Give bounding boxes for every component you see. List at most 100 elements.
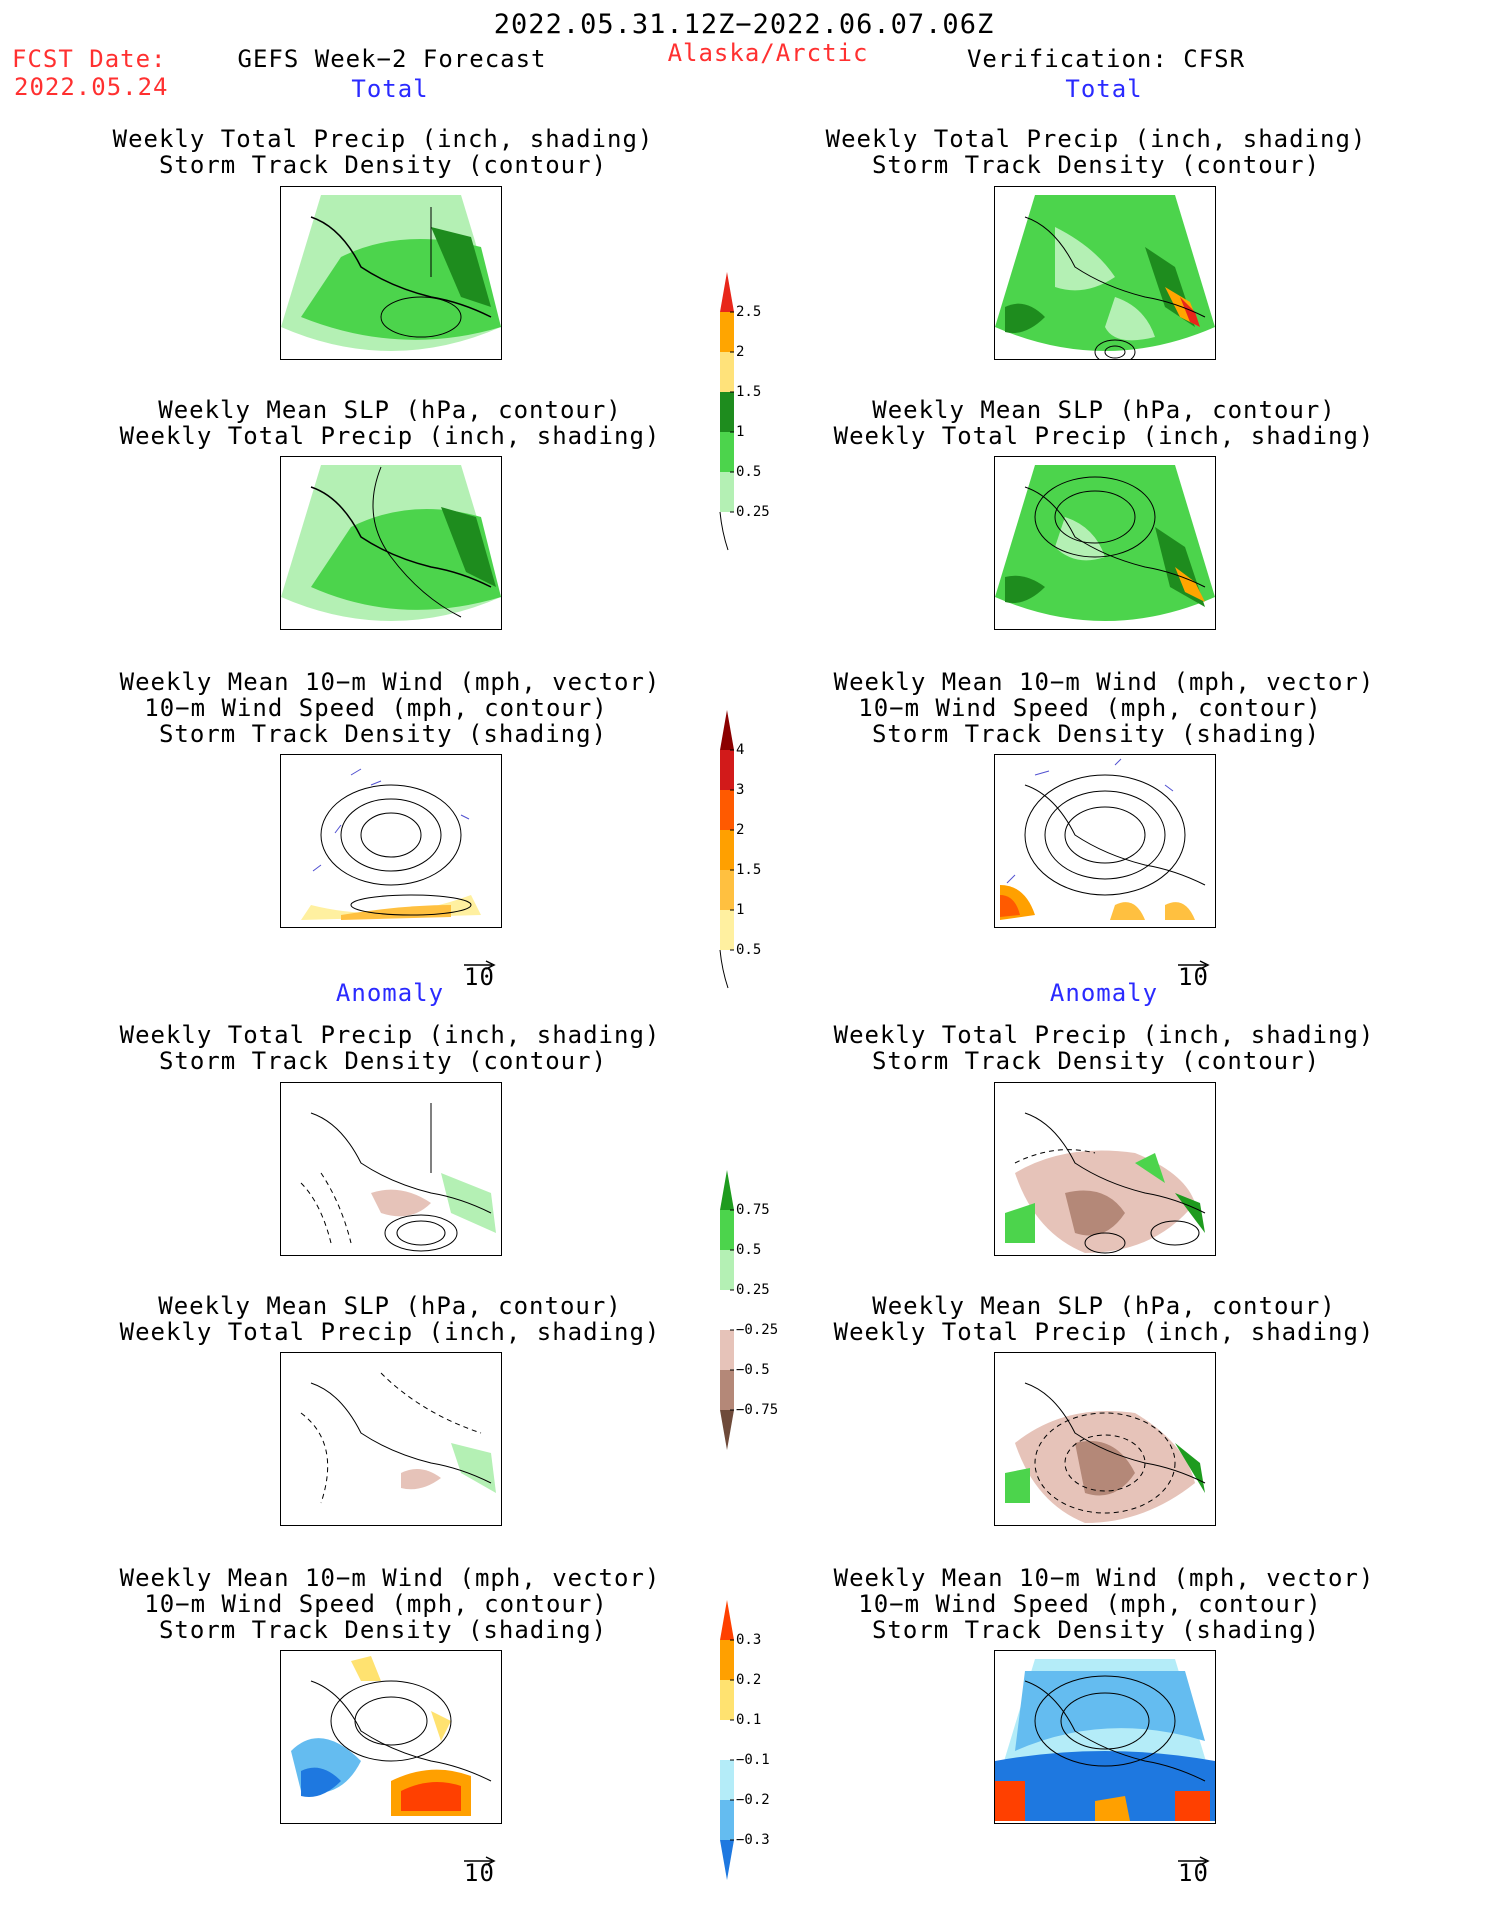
map-fcst-total-slp-precip bbox=[280, 456, 502, 630]
map-obs-anom-slp-precip bbox=[994, 1352, 1216, 1526]
colorbar-track-total: 4 3 2 1.5 1 0.5 bbox=[719, 710, 761, 989]
colorbar-precip-total: 2.5 2 1.5 1 0.5 0.25 bbox=[719, 272, 770, 551]
panel-title-line: 10−m Wind Speed (mph, contour) bbox=[144, 694, 608, 722]
map-obs-anom-wind-track bbox=[994, 1650, 1216, 1824]
map-fcst-total-wind-track bbox=[280, 754, 502, 928]
section-total-right: Total bbox=[1065, 75, 1143, 103]
section-anomaly-left: Anomaly bbox=[335, 979, 445, 1007]
panel-title-line: Weekly Total Precip (inch, shading) bbox=[833, 1021, 1375, 1049]
map-fcst-anom-slp-precip bbox=[280, 1352, 502, 1526]
colorbar-swatch bbox=[720, 432, 734, 472]
colorbar-label: 1.5 bbox=[736, 384, 761, 400]
panel-title-line: Weekly Total Precip (inch, shading) bbox=[119, 422, 661, 450]
panel-title-line: Weekly Mean SLP (hPa, contour) bbox=[158, 1292, 622, 1320]
panel-title-line: Storm Track Density (contour) bbox=[158, 1047, 608, 1075]
colorbar-label: 4 bbox=[736, 742, 744, 758]
colorbar-swatch bbox=[720, 1170, 734, 1210]
colorbar-label: 1 bbox=[736, 424, 744, 440]
panel-title-line: Storm Track Density (shading) bbox=[871, 720, 1321, 748]
map-fcst-total-precip-track bbox=[280, 186, 502, 360]
vector-reference-arrow bbox=[462, 956, 496, 975]
forecast-period: 2022.05.31.12Z−2022.06.07.06Z bbox=[493, 9, 995, 40]
colorbar-swatch bbox=[720, 1840, 734, 1880]
colorbar-swatch bbox=[720, 1330, 734, 1370]
colorbar-label: 3 bbox=[736, 782, 744, 798]
colorbar-label: 0.1 bbox=[736, 1712, 761, 1728]
colorbar-swatch bbox=[720, 1290, 734, 1330]
colorbar-tail bbox=[719, 511, 729, 551]
fcst-date-value: 2022.05.24 bbox=[14, 73, 169, 101]
region-label: Alaska/Arctic bbox=[667, 39, 869, 67]
colorbar-swatch bbox=[720, 1800, 734, 1840]
panel-title-line: 10−m Wind Speed (mph, contour) bbox=[858, 1590, 1322, 1618]
map-obs-total-slp-precip bbox=[994, 456, 1216, 630]
colorbar-precip-anom: 0.75 0.5 0.25 −0.25 −0.5 −0.75 bbox=[720, 1170, 778, 1450]
colorbar-swatch bbox=[720, 1680, 734, 1720]
panel-title-line: Storm Track Density (contour) bbox=[871, 1047, 1321, 1075]
colorbar-label: 0.25 bbox=[736, 504, 770, 520]
colorbar-label: 0.5 bbox=[736, 464, 761, 480]
colorbar-swatch bbox=[720, 472, 734, 512]
map-fcst-anom-wind-track bbox=[280, 1650, 502, 1824]
panel-title-line: Storm Track Density (contour) bbox=[158, 151, 608, 179]
panel-title-line: 10−m Wind Speed (mph, contour) bbox=[144, 1590, 608, 1618]
colorbar-label: 1 bbox=[736, 902, 744, 918]
panel-title-line: Weekly Total Precip (inch, shading) bbox=[112, 125, 654, 153]
colorbar-swatch bbox=[720, 352, 734, 392]
colorbar-swatch bbox=[720, 790, 734, 830]
colorbar-label: 0.75 bbox=[736, 1202, 770, 1218]
panel-title-line: Storm Track Density (shading) bbox=[158, 720, 608, 748]
colorbar-swatch bbox=[720, 750, 734, 790]
colorbar-swatch bbox=[720, 1250, 734, 1290]
colorbar-label: 2 bbox=[736, 822, 744, 838]
panel-title-line: Weekly Mean SLP (hPa, contour) bbox=[158, 396, 622, 424]
panel-title-line: Storm Track Density (shading) bbox=[158, 1616, 608, 1644]
colorbar-label: 0.3 bbox=[736, 1632, 761, 1648]
colorbar-swatch bbox=[720, 312, 734, 352]
colorbar-swatch bbox=[720, 392, 734, 432]
panel-title-line: Storm Track Density (shading) bbox=[871, 1616, 1321, 1644]
colorbar-label: −0.2 bbox=[736, 1792, 770, 1808]
map-obs-anom-precip-track bbox=[994, 1082, 1216, 1256]
colorbar-swatch bbox=[720, 710, 734, 750]
colorbar-label: 2 bbox=[736, 344, 744, 360]
panel-title-line: Weekly Mean 10−m Wind (mph, vector) bbox=[833, 668, 1375, 696]
vector-reference-arrow bbox=[462, 1852, 496, 1871]
colorbar-swatch bbox=[720, 272, 734, 312]
colorbar-swatch bbox=[720, 1210, 734, 1250]
panel-title-line: Weekly Mean 10−m Wind (mph, vector) bbox=[119, 668, 661, 696]
vector-reference-value: 10 bbox=[1178, 963, 1209, 991]
vector-reference-value: 10 bbox=[1178, 1859, 1209, 1887]
vector-reference-arrow bbox=[1176, 956, 1210, 975]
colorbar-swatch bbox=[720, 1720, 734, 1760]
panel-title-line: Weekly Mean SLP (hPa, contour) bbox=[872, 1292, 1336, 1320]
panel-title-line: Weekly Total Precip (inch, shading) bbox=[825, 125, 1367, 153]
panel-title-line: Weekly Total Precip (inch, shading) bbox=[119, 1318, 661, 1346]
colorbar-label: −0.3 bbox=[736, 1832, 770, 1848]
colorbar-tail bbox=[719, 949, 729, 989]
vector-reference-arrow bbox=[1176, 1852, 1210, 1871]
colorbar-label: 0.2 bbox=[736, 1672, 761, 1688]
map-obs-total-precip-track bbox=[994, 186, 1216, 360]
panel-title-line: Weekly Mean 10−m Wind (mph, vector) bbox=[119, 1564, 661, 1592]
colorbar-label: 0.25 bbox=[736, 1282, 770, 1298]
fcst-date-label: FCST Date: bbox=[12, 45, 167, 73]
colorbar-swatch bbox=[720, 1370, 734, 1410]
panel-title-line: Weekly Mean 10−m Wind (mph, vector) bbox=[833, 1564, 1375, 1592]
panel-title-line: 10−m Wind Speed (mph, contour) bbox=[858, 694, 1322, 722]
panel-title-line: Storm Track Density (contour) bbox=[871, 151, 1321, 179]
colorbar-label: 0.5 bbox=[736, 942, 761, 958]
colorbar-label: −0.25 bbox=[736, 1322, 778, 1338]
verification-title: Verification: CFSR bbox=[966, 45, 1246, 73]
colorbar-label: −0.1 bbox=[736, 1752, 770, 1768]
vector-reference-value: 10 bbox=[464, 1859, 495, 1887]
colorbar-swatch bbox=[720, 910, 734, 950]
vector-reference-value: 10 bbox=[464, 963, 495, 991]
colorbar-label: −0.75 bbox=[736, 1402, 778, 1418]
section-total-left: Total bbox=[351, 75, 429, 103]
panel-title-line: Weekly Mean SLP (hPa, contour) bbox=[872, 396, 1336, 424]
forecast-title: GEFS Week−2 Forecast bbox=[237, 45, 547, 73]
colorbar-track-anom: 0.3 0.2 0.1 −0.1 −0.2 −0.3 bbox=[720, 1600, 770, 1880]
panel-title-line: Weekly Total Precip (inch, shading) bbox=[833, 422, 1375, 450]
colorbar-swatch bbox=[720, 1760, 734, 1800]
